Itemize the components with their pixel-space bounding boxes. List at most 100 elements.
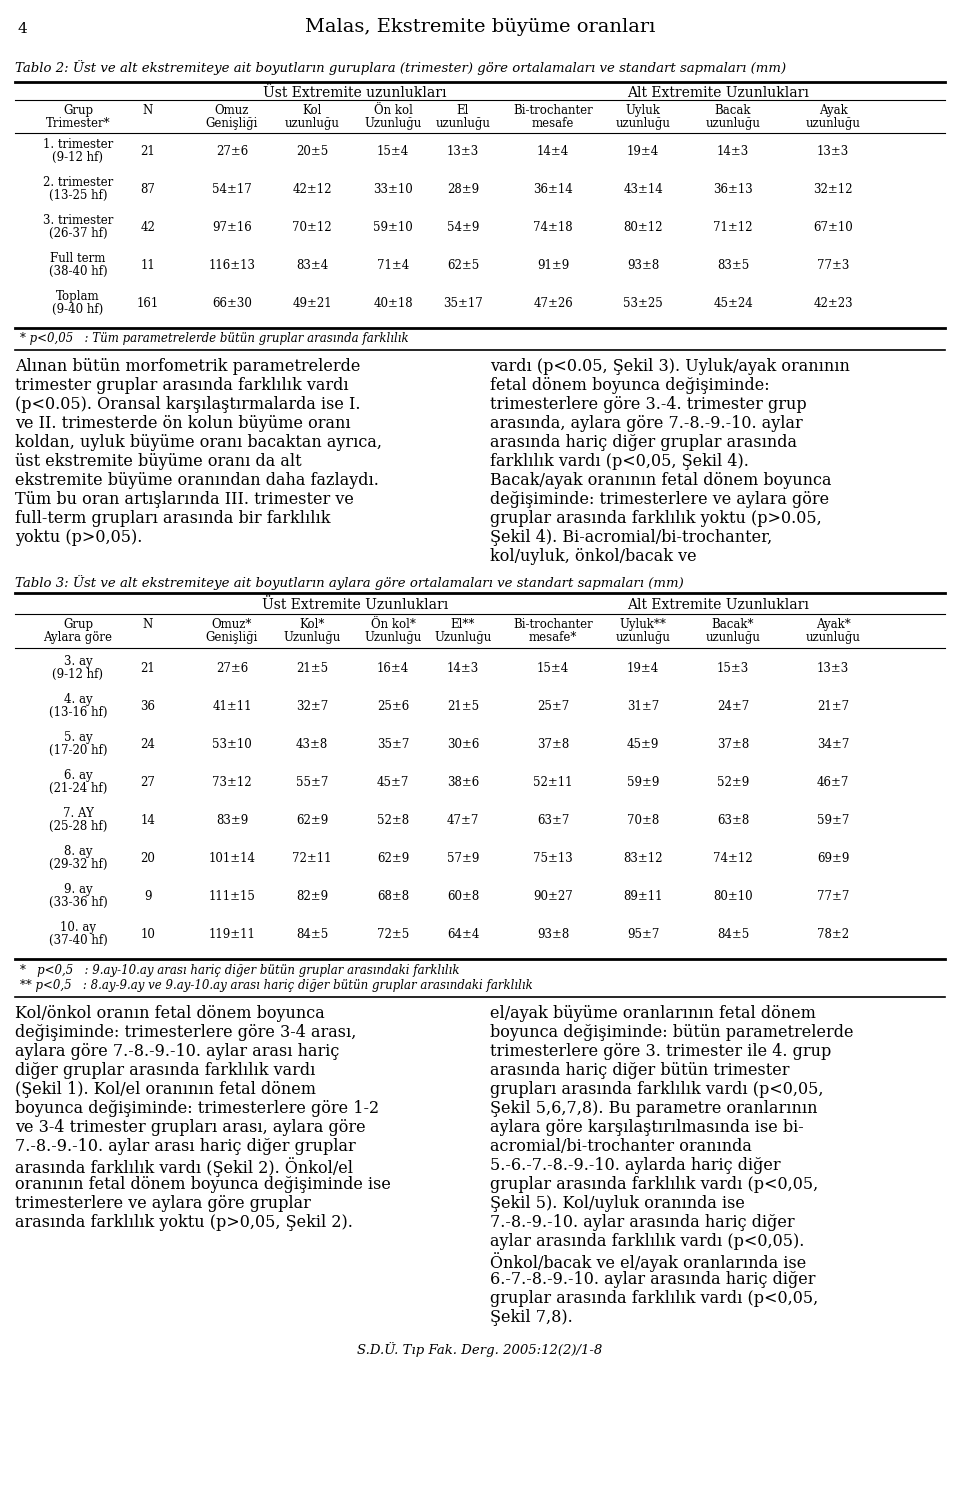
Text: 69±9: 69±9	[817, 851, 850, 865]
Text: mesafe: mesafe	[532, 118, 574, 130]
Text: arasında hariç diğer bütün trimester: arasında hariç diğer bütün trimester	[490, 1062, 789, 1079]
Text: Ayak*: Ayak*	[816, 618, 851, 631]
Text: Bacak: Bacak	[715, 104, 752, 118]
Text: Uzunluğu: Uzunluğu	[365, 118, 421, 130]
Text: Uzunluğu: Uzunluğu	[283, 631, 341, 643]
Text: Tablo 2: Üst ve alt ekstremiteye ait boyutların guruplara (trimester) göre ortal: Tablo 2: Üst ve alt ekstremiteye ait boy…	[15, 60, 786, 75]
Text: 13±3: 13±3	[817, 145, 850, 158]
Text: 46±7: 46±7	[817, 776, 850, 790]
Text: 4: 4	[18, 23, 28, 36]
Text: 72±5: 72±5	[377, 928, 409, 940]
Text: 28±9: 28±9	[447, 182, 479, 196]
Text: 52±9: 52±9	[717, 776, 749, 790]
Text: 77±7: 77±7	[817, 891, 850, 903]
Text: ekstremite büyüme oranından daha fazlaydı.: ekstremite büyüme oranından daha fazlayd…	[15, 472, 379, 488]
Text: gruplar arasında farklılık vardı (p<0,05,: gruplar arasında farklılık vardı (p<0,05…	[490, 1175, 818, 1194]
Text: 10. ay: 10. ay	[60, 921, 96, 934]
Text: (37-40 hf): (37-40 hf)	[49, 934, 108, 946]
Text: 21: 21	[140, 662, 156, 675]
Text: 119±11: 119±11	[208, 928, 255, 940]
Text: 59±10: 59±10	[373, 222, 413, 234]
Text: S.D.Ü. Tıp Fak. Derg. 2005:12(2)/1-8: S.D.Ü. Tıp Fak. Derg. 2005:12(2)/1-8	[357, 1343, 603, 1356]
Text: (38-40 hf): (38-40 hf)	[49, 265, 108, 277]
Text: 5. ay: 5. ay	[63, 731, 92, 744]
Text: 41±11: 41±11	[212, 699, 252, 713]
Text: 82±9: 82±9	[296, 891, 328, 903]
Text: 64±4: 64±4	[446, 928, 479, 940]
Text: El**: El**	[451, 618, 475, 631]
Text: 14±4: 14±4	[537, 145, 569, 158]
Text: 70±8: 70±8	[627, 814, 660, 827]
Text: 20±5: 20±5	[296, 145, 328, 158]
Text: (9-12 hf): (9-12 hf)	[53, 151, 104, 164]
Text: 45±24: 45±24	[713, 297, 753, 310]
Text: (9-40 hf): (9-40 hf)	[53, 303, 104, 316]
Text: uzunluğu: uzunluğu	[706, 631, 760, 643]
Text: 36±13: 36±13	[713, 182, 753, 196]
Text: değişiminde: trimesterlere göre 3-4 arası,: değişiminde: trimesterlere göre 3-4 aras…	[15, 1023, 356, 1041]
Text: 45±7: 45±7	[377, 776, 409, 790]
Text: Bi-trochanter: Bi-trochanter	[514, 104, 593, 118]
Text: 7.-8.-9.-10. aylar arasında hariç diğer: 7.-8.-9.-10. aylar arasında hariç diğer	[490, 1215, 795, 1231]
Text: 6. ay: 6. ay	[63, 769, 92, 782]
Text: 80±12: 80±12	[623, 222, 662, 234]
Text: Grup: Grup	[63, 104, 93, 118]
Text: 95±7: 95±7	[627, 928, 660, 940]
Text: 27±6: 27±6	[216, 662, 248, 675]
Text: * p<0,05   : Tüm parametrelerde bütün gruplar arasında farklılık: * p<0,05 : Tüm parametrelerde bütün grup…	[20, 332, 409, 345]
Text: Grup: Grup	[63, 618, 93, 631]
Text: 62±9: 62±9	[296, 814, 328, 827]
Text: Üst Extremite Uzunlukları: Üst Extremite Uzunlukları	[262, 598, 448, 612]
Text: Genişliği: Genişliği	[205, 118, 258, 130]
Text: (33-36 hf): (33-36 hf)	[49, 897, 108, 909]
Text: 38±6: 38±6	[446, 776, 479, 790]
Text: Bi-trochanter: Bi-trochanter	[514, 618, 593, 631]
Text: (21-24 hf): (21-24 hf)	[49, 782, 108, 796]
Text: ve II. trimesterde ön kolun büyüme oranı: ve II. trimesterde ön kolun büyüme oranı	[15, 414, 350, 433]
Text: arasında, aylara göre 7.-8.-9.-10. aylar: arasında, aylara göre 7.-8.-9.-10. aylar	[490, 414, 803, 433]
Text: 14±3: 14±3	[717, 145, 749, 158]
Text: 27±6: 27±6	[216, 145, 248, 158]
Text: mesafe*: mesafe*	[529, 631, 577, 643]
Text: uzunluğu: uzunluğu	[284, 118, 340, 130]
Text: gruplar arasında farklılık yoktu (p>0.05,: gruplar arasında farklılık yoktu (p>0.05…	[490, 509, 822, 527]
Text: 25±7: 25±7	[537, 699, 569, 713]
Text: 47±7: 47±7	[446, 814, 479, 827]
Text: Uzunluğu: Uzunluğu	[365, 631, 421, 643]
Text: 7. AY: 7. AY	[62, 808, 93, 820]
Text: 53±10: 53±10	[212, 738, 252, 750]
Text: üst ekstremite büyüme oranı da alt: üst ekstremite büyüme oranı da alt	[15, 454, 301, 470]
Text: 21±5: 21±5	[296, 662, 328, 675]
Text: 66±30: 66±30	[212, 297, 252, 310]
Text: 55±7: 55±7	[296, 776, 328, 790]
Text: 73±12: 73±12	[212, 776, 252, 790]
Text: 21±5: 21±5	[447, 699, 479, 713]
Text: 40±18: 40±18	[373, 297, 413, 310]
Text: 161: 161	[137, 297, 159, 310]
Text: 62±5: 62±5	[446, 259, 479, 271]
Text: 57±9: 57±9	[446, 851, 479, 865]
Text: 45±9: 45±9	[627, 738, 660, 750]
Text: Şekil 5). Kol/uyluk oranında ise: Şekil 5). Kol/uyluk oranında ise	[490, 1195, 745, 1212]
Text: Ayak: Ayak	[819, 104, 848, 118]
Text: 71±12: 71±12	[713, 222, 753, 234]
Text: 4. ay: 4. ay	[63, 693, 92, 705]
Text: 9. ay: 9. ay	[63, 883, 92, 897]
Text: 93±8: 93±8	[537, 928, 569, 940]
Text: 42±12: 42±12	[292, 182, 332, 196]
Text: 54±17: 54±17	[212, 182, 252, 196]
Text: 74±12: 74±12	[713, 851, 753, 865]
Text: 43±8: 43±8	[296, 738, 328, 750]
Text: Alt Extremite Uzunlukları: Alt Extremite Uzunlukları	[627, 86, 809, 99]
Text: full-term grupları arasında bir farklılık: full-term grupları arasında bir farklılı…	[15, 509, 330, 527]
Text: (13-16 hf): (13-16 hf)	[49, 705, 108, 719]
Text: gruplar arasında farklılık vardı (p<0,05,: gruplar arasında farklılık vardı (p<0,05…	[490, 1290, 818, 1307]
Text: Bacak*: Bacak*	[711, 618, 755, 631]
Text: Bacak/ayak oranının fetal dönem boyunca: Bacak/ayak oranının fetal dönem boyunca	[490, 472, 831, 488]
Text: boyunca değişiminde: bütün parametrelerde: boyunca değişiminde: bütün parametrelerd…	[490, 1023, 853, 1041]
Text: 60±8: 60±8	[446, 891, 479, 903]
Text: arasında hariç diğer gruplar arasında: arasında hariç diğer gruplar arasında	[490, 434, 797, 451]
Text: 59±9: 59±9	[627, 776, 660, 790]
Text: 10: 10	[140, 928, 156, 940]
Text: 111±15: 111±15	[208, 891, 255, 903]
